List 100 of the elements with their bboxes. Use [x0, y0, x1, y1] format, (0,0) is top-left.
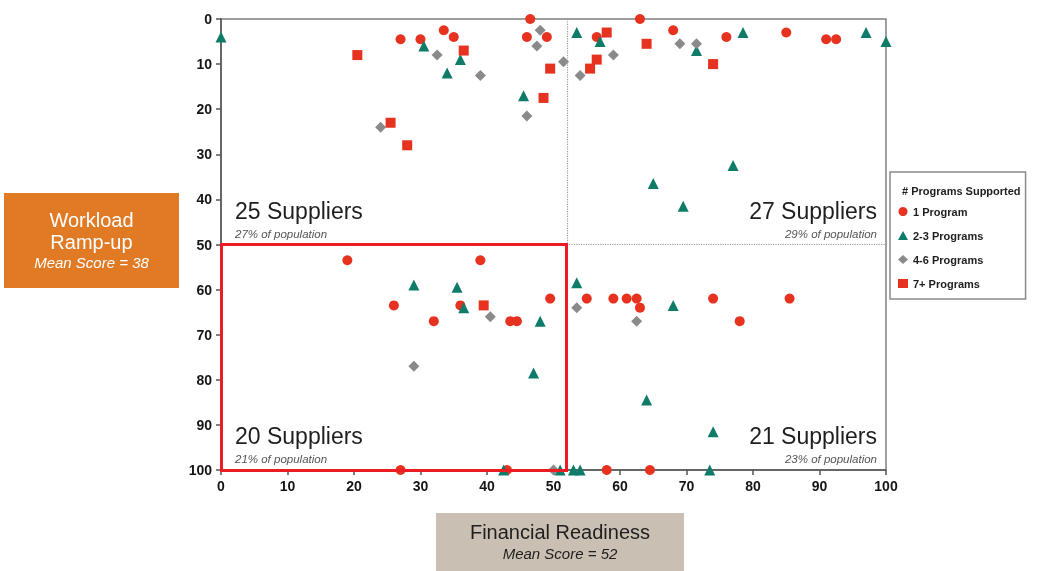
point [545, 63, 556, 74]
x-tick-label: 10 [279, 478, 296, 494]
point [418, 40, 430, 52]
y-tick-label: 60 [196, 281, 213, 298]
y-tick-label: 40 [196, 191, 213, 208]
point [521, 32, 532, 43]
point [860, 27, 872, 39]
point [478, 300, 489, 311]
y-tick-label: 0 [204, 11, 213, 27]
point [608, 293, 619, 304]
y-tick-label: 70 [196, 326, 213, 343]
x-tick-label: 30 [412, 478, 429, 494]
x-tick-label: 90 [811, 478, 828, 494]
x-tick-label: 80 [745, 478, 761, 494]
point [352, 50, 363, 61]
point [621, 293, 632, 304]
point [674, 38, 686, 50]
x-tick-label: 40 [479, 478, 495, 494]
point [601, 465, 612, 475]
point [408, 360, 420, 372]
legend-title: # Programs Supported [902, 184, 1021, 197]
point [591, 54, 602, 65]
point [525, 14, 536, 24]
point [677, 200, 689, 212]
legend-label: 7+ Programs [913, 277, 980, 290]
point [571, 27, 583, 39]
x-tick-label: 20 [346, 478, 362, 494]
point [571, 277, 583, 289]
point [784, 293, 795, 304]
annotation: 23% of population [784, 453, 877, 465]
point [545, 293, 556, 304]
point [585, 63, 596, 74]
point [474, 69, 486, 81]
legend-label: 4-6 Programs [913, 253, 984, 266]
point [402, 140, 413, 151]
annotation: 20 Suppliers [235, 422, 363, 450]
point [385, 117, 396, 128]
x-tick-label: 100 [874, 478, 898, 494]
y-axis-title: Workload Ramp-up Mean Score = 38 [33, 208, 150, 273]
annotation: 27% of population [235, 227, 328, 240]
point [644, 465, 655, 475]
point [528, 367, 540, 379]
point [448, 32, 459, 43]
point [408, 279, 420, 291]
point [631, 293, 642, 304]
y-tick-label: 100 [188, 462, 213, 478]
point [574, 464, 586, 476]
point [594, 36, 606, 48]
point [727, 160, 739, 172]
point [415, 34, 426, 45]
point [342, 255, 353, 266]
point [388, 300, 399, 311]
point [571, 302, 583, 314]
point [708, 293, 719, 304]
point [831, 34, 842, 45]
point [880, 36, 892, 48]
point [557, 56, 569, 68]
point [721, 32, 732, 43]
point [574, 69, 586, 81]
point [634, 14, 645, 24]
point [708, 59, 719, 70]
x-tick-label: 50 [545, 478, 562, 494]
point [704, 464, 716, 476]
x-tick-label: 0 [217, 478, 226, 494]
x-tick-label: 70 [678, 478, 695, 494]
legend-label: 1 Program [913, 205, 968, 218]
point [534, 315, 546, 327]
point [667, 299, 679, 311]
point [821, 34, 832, 45]
point [668, 25, 679, 36]
point [634, 302, 645, 313]
point [458, 302, 470, 314]
annotation: 29% of population [784, 227, 877, 240]
point [395, 34, 406, 45]
point [647, 178, 659, 190]
y-tick-label: 90 [196, 416, 213, 433]
x-axis-title: Financial Readiness Mean Score = 52 [469, 521, 651, 563]
annotation: 25 Suppliers [235, 197, 363, 224]
point [734, 316, 745, 327]
point [454, 54, 466, 66]
point [607, 49, 619, 61]
point [601, 27, 612, 38]
y-tick-label: 20 [196, 101, 213, 118]
point [484, 311, 496, 323]
point [581, 293, 592, 304]
point [518, 90, 530, 102]
point [451, 281, 463, 293]
point [428, 316, 439, 327]
y-tick-label: 30 [196, 146, 213, 163]
point [438, 25, 449, 36]
point [690, 38, 702, 50]
point [641, 38, 652, 49]
point [631, 315, 643, 327]
point [375, 121, 387, 133]
annotation: 21 Suppliers [749, 422, 877, 450]
y-tick-label: 80 [196, 371, 213, 388]
point [538, 92, 549, 103]
point [531, 40, 543, 52]
point [521, 110, 533, 122]
point [541, 32, 552, 43]
